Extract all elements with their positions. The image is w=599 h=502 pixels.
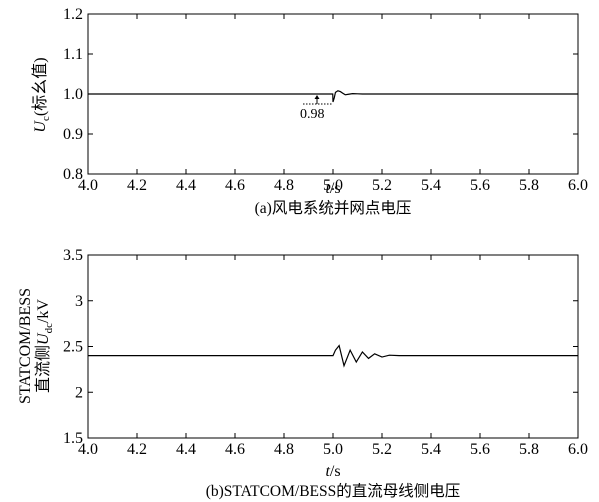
- panel-a-caption: (a)风电系统并网点电压: [255, 199, 412, 217]
- panel-a-x-tick-label: 4.6: [225, 177, 245, 194]
- panel-b-x-tick-label: 5.2: [372, 441, 392, 458]
- panel-a-y-tick-label: 0.8: [63, 166, 83, 183]
- panel-b-y-tick-labels: 1.5 2 2.5 3 3.5: [63, 247, 83, 447]
- panel-b-x-tick-label: 4.0: [78, 441, 98, 458]
- panel-b-x-axis-title: t/s: [325, 463, 340, 480]
- panel-b-caption: (b)STATCOM/BESS的直流母线侧电压: [206, 482, 461, 500]
- panel-a: 4.0 4.2 4.4 4.6 4.8 5.0 5.2 5.4 5.6 5.8 6.0 0.8 0.9…: [31, 6, 588, 217]
- x-axis-italic: t: [325, 180, 330, 197]
- panel-a-x-tick-label: 5.8: [519, 177, 539, 194]
- annotation-arrowhead: [314, 95, 320, 99]
- y-axis-rest: (标幺值): [31, 57, 49, 116]
- panel-b-y-tick-label: 2: [75, 384, 83, 401]
- panel-a-x-tick-label: 4.2: [127, 177, 147, 194]
- panel-b-y-tick-label: 3.5: [63, 247, 83, 264]
- panel-a-x-tick-label: 5.2: [372, 177, 392, 194]
- panel-b-x-tick-label: 4.4: [176, 441, 196, 458]
- panel-a-x-tick-label: 4.0: [78, 177, 98, 194]
- panel-b-series-line: [88, 344, 578, 368]
- panel-b-y-axis-title-line2: 直流侧Udc/kV: [34, 299, 55, 393]
- y-axis-post: /kV: [35, 299, 52, 323]
- panel-b-plot-frame: [87, 254, 579, 439]
- panel-b-y-axis-title-line1: STATCOM/BESS: [17, 288, 34, 404]
- panel-a-annotation: 0.98: [300, 95, 333, 122]
- y-axis-pre: 直流侧: [34, 345, 52, 393]
- panel-b: 4.0 4.2 4.4 4.6 4.8 5.0 5.2 5.4 5.6 5.8 6.0 1.5 2 2.…: [17, 247, 588, 500]
- y-axis-italic: U: [35, 332, 52, 345]
- panel-b-x-tick-labels: 4.0 4.2 4.4 4.6 4.8 5.0 5.2 5.4 5.6 5.8 6.0: [78, 441, 588, 458]
- x-axis-italic: t: [325, 463, 330, 480]
- panel-b-y-tick-label: 1.5: [63, 430, 83, 447]
- panel-a-y-tick-label: 1.2: [63, 6, 83, 23]
- panel-b-x-tick-label: 5.8: [519, 441, 539, 458]
- x-axis-unit: /s: [330, 463, 341, 480]
- panel-a-x-tick-label: 6.0: [568, 177, 588, 194]
- y-axis-sub: c: [40, 116, 52, 121]
- panel-a-x-tick-label: 5.4: [421, 177, 441, 194]
- panel-a-x-tick-label: 4.8: [274, 177, 294, 194]
- panel-b-y-tick-label: 3: [75, 293, 83, 310]
- panel-a-x-tick-label: 4.4: [176, 177, 196, 194]
- panel-b-x-tick-label: 4.6: [225, 441, 245, 458]
- panel-a-y-tick-label: 1.0: [63, 86, 83, 103]
- panel-b-y-tick-label: 2.5: [63, 339, 83, 356]
- panel-b-x-tick-label: 4.8: [274, 441, 294, 458]
- panel-a-x-tick-label: 5.0: [323, 177, 343, 194]
- panel-a-y-tick-labels: 0.8 0.9 1.0 1.1 1.2: [63, 6, 83, 183]
- panel-b-ticks: [87, 254, 579, 439]
- y-axis-italic: U: [32, 120, 49, 133]
- annotation-label: 0.98: [300, 107, 325, 122]
- panel-a-y-tick-label: 1.1: [63, 46, 83, 63]
- panel-a-series-line: [88, 90, 578, 103]
- panel-b-x-tick-label: 5.4: [421, 441, 441, 458]
- panel-a-x-tick-label: 5.6: [470, 177, 490, 194]
- panel-b-x-tick-label: 5.6: [470, 441, 490, 458]
- panel-a-x-tick-labels: 4.0 4.2 4.4 4.6 4.8 5.0 5.2 5.4 5.6 5.8 6.0: [78, 177, 588, 194]
- y-axis-sub: dc: [43, 323, 55, 334]
- x-axis-unit: /s: [330, 180, 341, 197]
- panel-b-x-tick-label: 5.0: [323, 441, 343, 458]
- panel-a-y-axis-title: Uc(标幺值): [31, 57, 52, 132]
- panel-b-x-tick-label: 6.0: [568, 441, 588, 458]
- panel-a-x-axis-title: t/s: [325, 180, 340, 197]
- panel-b-x-tick-label: 4.2: [127, 441, 147, 458]
- panel-a-y-tick-label: 0.9: [63, 126, 83, 143]
